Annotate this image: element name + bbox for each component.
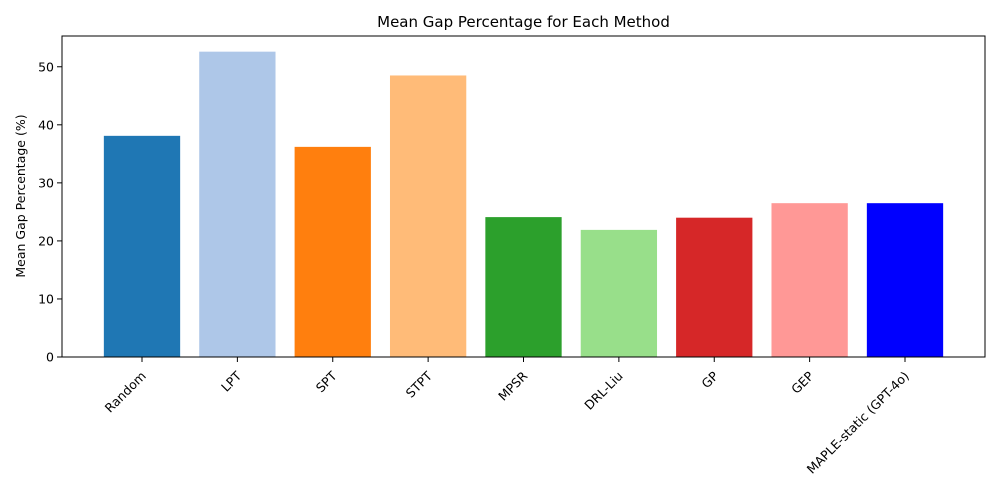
y-tick-label: 40: [38, 117, 54, 132]
bar-gp: [676, 217, 753, 357]
bar-mpsr: [485, 217, 562, 357]
y-tick-label: 10: [38, 291, 54, 306]
chart-title: Mean Gap Percentage for Each Method: [377, 13, 670, 31]
bar-drl-liu: [580, 229, 658, 357]
y-tick-label: 50: [38, 59, 54, 74]
bar-maple-static-gpt-4o: [866, 203, 944, 357]
bar-gep: [771, 203, 848, 357]
y-tick-label: 0: [46, 350, 54, 365]
bar-stpt: [389, 75, 467, 357]
y-tick-label: 20: [38, 233, 54, 248]
bar-random: [103, 135, 181, 357]
y-tick-label: 30: [38, 175, 54, 190]
y-ticks-group: 0 10 20 30 40 50: [38, 59, 62, 365]
y-axis-label: Mean Gap Percentage (%): [13, 114, 28, 277]
bar-spt: [294, 146, 371, 357]
plot-frame: [61, 35, 986, 358]
bars-group: [103, 51, 944, 358]
bar-lpt: [199, 51, 276, 358]
